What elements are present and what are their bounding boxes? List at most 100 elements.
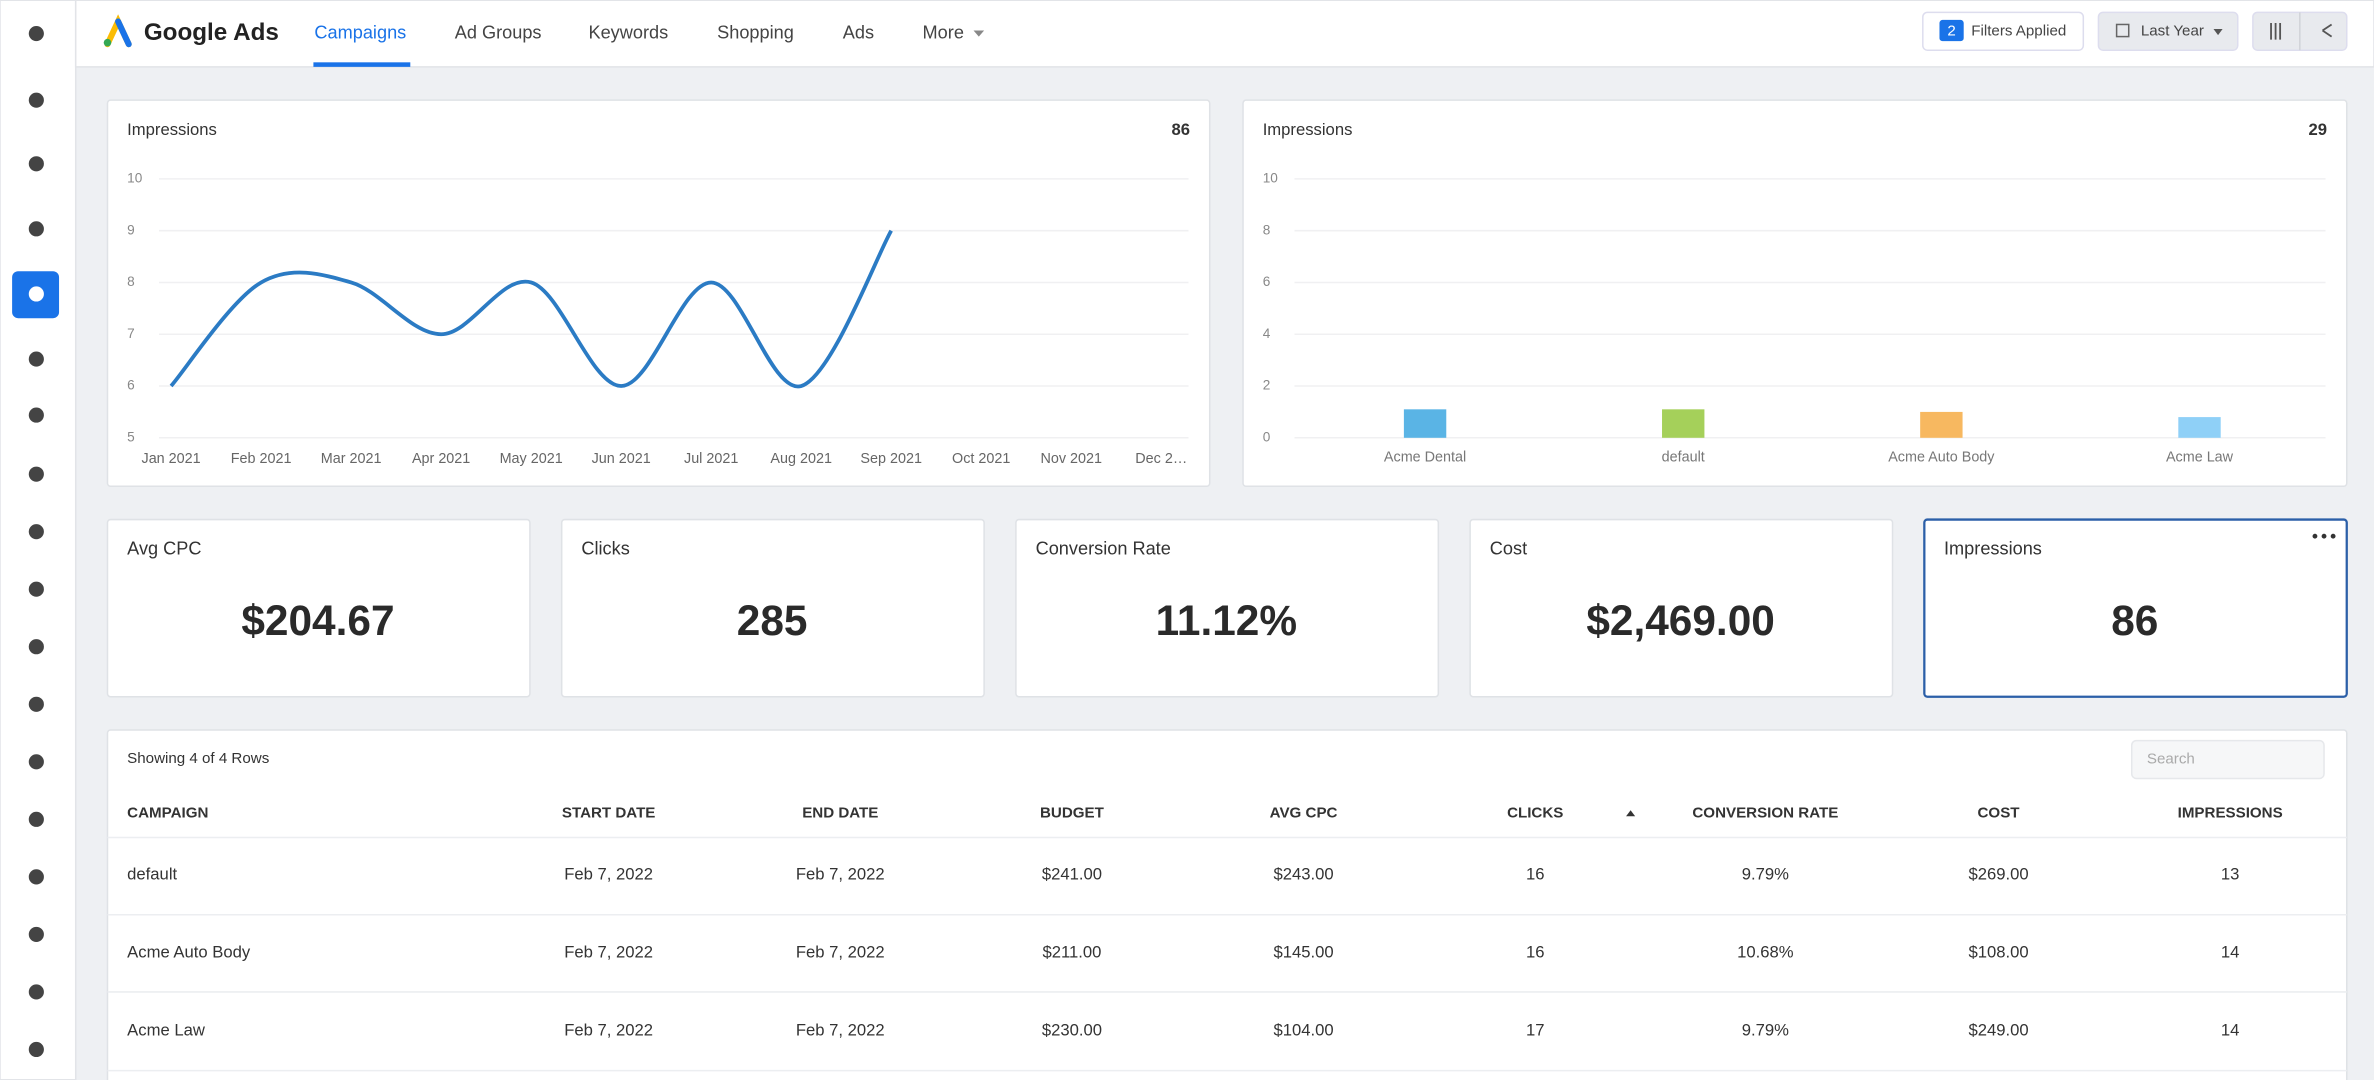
kpi-value: $204.67	[241, 597, 394, 644]
sidebar-icon[interactable]	[28, 926, 44, 942]
tab-underline	[313, 62, 411, 67]
y-tick-label: 8	[127, 274, 135, 289]
sidebar-icon[interactable]	[28, 92, 44, 108]
table-cell: $249.00	[1968, 1021, 2028, 1040]
y-tick-label: 6	[1263, 274, 1271, 289]
kpi-card[interactable]	[560, 518, 985, 698]
x-tick-label: Aug 2021	[770, 451, 832, 467]
sidebar-icon[interactable]	[28, 25, 44, 42]
column-header[interactable]: CAMPAIGN	[127, 804, 208, 821]
table-cell: $108.00	[1968, 943, 2028, 962]
x-tick-label: Acme Law	[2166, 449, 2234, 465]
kpi-value: 86	[2111, 597, 2158, 644]
app-title: Google Ads	[144, 19, 279, 46]
table-cell: Acme Law	[127, 1021, 206, 1040]
x-tick-label: Oct 2021	[952, 451, 1010, 467]
sidebar-icon[interactable]	[28, 351, 44, 367]
nav-tab[interactable]: Ad Groups	[455, 22, 542, 42]
date-caret	[2213, 29, 2223, 36]
chart-title: Impressions	[1263, 120, 1353, 139]
sidebar-icon[interactable]	[28, 1041, 44, 1058]
y-tick-label: 2	[1263, 378, 1271, 393]
search-box[interactable]	[2130, 739, 2325, 780]
nav-tab[interactable]: Campaigns	[314, 22, 406, 42]
table-cell: 16	[1526, 943, 1545, 962]
bar[interactable]	[1403, 409, 1447, 438]
kpi-card[interactable]	[1469, 518, 1894, 698]
kpi-label: Conversion Rate	[1036, 539, 1171, 559]
column-header[interactable]: CONVERSION RATE	[1692, 804, 1838, 821]
sidebar-icon[interactable]	[28, 581, 44, 597]
chart-total: 86	[1172, 120, 1191, 139]
menu-dots[interactable]	[2312, 533, 2318, 539]
sidebar-icon[interactable]	[28, 754, 44, 770]
table-cell: 9.79%	[1742, 1021, 1789, 1040]
y-tick-label: 8	[1263, 222, 1271, 237]
table-cell: Feb 7, 2022	[796, 865, 885, 884]
sidebar-icon[interactable]	[28, 524, 44, 540]
x-tick-label: Jan 2021	[142, 451, 201, 467]
sidebar-icon[interactable]	[28, 639, 44, 655]
kpi-label: Impressions	[1944, 539, 2042, 559]
sidebar-icon[interactable]	[28, 407, 44, 423]
sidebar-icon[interactable]	[28, 984, 44, 1000]
logo	[103, 38, 112, 47]
table-cell: Feb 7, 2022	[796, 1021, 885, 1040]
x-tick-label: Acme Auto Body	[1888, 449, 1995, 465]
x-tick-label: default	[1662, 449, 1705, 465]
date-button[interactable]	[2097, 11, 2239, 51]
x-tick-label: Acme Dental	[1384, 449, 1466, 465]
table-cell: Feb 7, 2022	[564, 865, 653, 884]
kpi-card[interactable]	[1015, 518, 1440, 698]
nav-tab[interactable]: Ads	[843, 22, 874, 42]
menu-dots[interactable]	[2321, 533, 2327, 539]
nav-tab[interactable]: More	[923, 22, 964, 42]
bar[interactable]	[1920, 411, 1963, 438]
y-tick-label: 9	[127, 222, 135, 237]
column-header[interactable]: COST	[1978, 804, 2021, 821]
sidebar-icon[interactable]	[28, 696, 44, 712]
toolbar-icons	[2270, 22, 2333, 40]
search-placeholder: Search	[2147, 751, 2195, 768]
bar[interactable]	[1662, 409, 1705, 438]
table-cell: 14	[2221, 943, 2240, 962]
table-cell: $230.00	[1042, 1021, 1102, 1040]
bar[interactable]	[2178, 417, 2221, 438]
table-cell: $243.00	[1274, 865, 1334, 884]
column-header[interactable]: IMPRESSIONS	[2178, 804, 2283, 821]
sidebar-icon[interactable]	[28, 811, 44, 827]
y-tick-label: 10	[127, 170, 143, 185]
sidebar-icon[interactable]	[28, 466, 44, 482]
logo	[115, 18, 132, 48]
sidebar-icon[interactable]	[28, 221, 44, 237]
chart-total: 29	[2309, 120, 2328, 139]
column-header[interactable]: BUDGET	[1040, 804, 1105, 821]
table-cell: 17	[1526, 1021, 1545, 1040]
table-cell: $104.00	[1274, 1021, 1334, 1040]
kpi-card[interactable]	[1923, 518, 2348, 698]
table-cell: 14	[2221, 1021, 2240, 1040]
sidebar-icon[interactable]	[28, 156, 44, 172]
nav-tab[interactable]: Keywords	[588, 22, 668, 42]
column-header[interactable]: AVG CPC	[1270, 804, 1338, 821]
x-tick-label: Nov 2021	[1040, 451, 1102, 467]
column-header[interactable]: END DATE	[802, 804, 878, 821]
y-tick-label: 10	[1263, 170, 1279, 185]
menu-dots[interactable]	[2330, 533, 2336, 539]
column-header[interactable]: CLICKS	[1507, 804, 1563, 821]
sort-arrow	[1626, 810, 1636, 817]
column-header[interactable]: START DATE	[562, 804, 656, 821]
table-cell: default	[127, 865, 177, 884]
y-tick-label: 4	[1263, 326, 1271, 341]
more-caret	[973, 30, 985, 37]
nav-tab[interactable]: Shopping	[717, 22, 794, 42]
y-tick-label: 6	[127, 378, 135, 393]
y-tick-label: 0	[1263, 429, 1271, 444]
x-tick-label: Sep 2021	[860, 451, 922, 467]
x-tick-label: Jul 2021	[684, 451, 738, 467]
chart-title: Impressions	[127, 120, 217, 139]
sidebar-icon[interactable]	[28, 286, 44, 302]
sidebar-icon[interactable]	[28, 869, 44, 885]
kpi-card[interactable]	[106, 518, 531, 698]
